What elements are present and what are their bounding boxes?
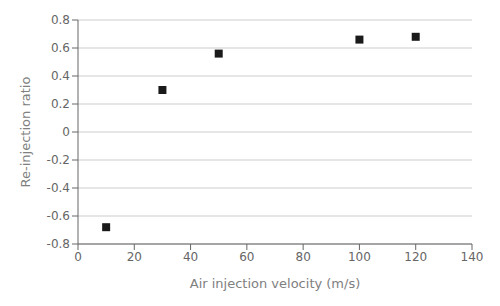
svg-text:Air injection velocity (m/s): Air injection velocity (m/s): [190, 276, 361, 291]
svg-text:80: 80: [296, 250, 311, 264]
svg-text:120: 120: [404, 250, 427, 264]
svg-text:0: 0: [62, 125, 70, 139]
svg-text:-0.2: -0.2: [47, 153, 70, 167]
svg-text:0.8: 0.8: [51, 13, 70, 27]
svg-text:-0.6: -0.6: [47, 209, 70, 223]
svg-text:0.4: 0.4: [51, 69, 70, 83]
svg-text:0.6: 0.6: [51, 41, 70, 55]
svg-text:-0.4: -0.4: [47, 181, 70, 195]
svg-text:100: 100: [348, 250, 371, 264]
svg-text:20: 20: [127, 250, 142, 264]
svg-text:140: 140: [461, 250, 484, 264]
svg-text:-0.8: -0.8: [47, 237, 70, 251]
svg-text:0: 0: [74, 250, 82, 264]
svg-text:60: 60: [239, 250, 254, 264]
svg-text:Re-injection ratio: Re-injection ratio: [18, 77, 33, 188]
svg-text:0.2: 0.2: [51, 97, 70, 111]
svg-text:40: 40: [183, 250, 198, 264]
